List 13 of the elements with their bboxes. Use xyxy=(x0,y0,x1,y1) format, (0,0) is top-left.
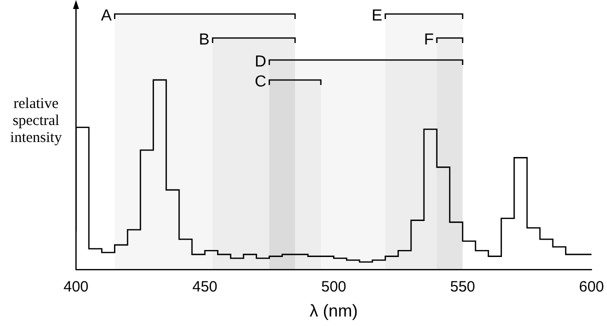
band-label: A xyxy=(100,7,112,24)
x-tick-label: 550 xyxy=(450,278,476,296)
band-label: F xyxy=(424,31,434,48)
band-label: E xyxy=(372,7,382,24)
band-label: D xyxy=(254,53,266,70)
x-tick-label: 500 xyxy=(321,278,346,296)
x-axis-title: λ (nm) xyxy=(310,301,358,320)
y-axis-title: relative spectral intensity xyxy=(9,96,63,147)
band-label: C xyxy=(254,73,266,90)
x-tick-label: 450 xyxy=(192,278,218,296)
x-tick-label: 400 xyxy=(63,278,89,296)
band-label: B xyxy=(198,31,210,48)
x-tick-label: 600 xyxy=(578,278,604,296)
